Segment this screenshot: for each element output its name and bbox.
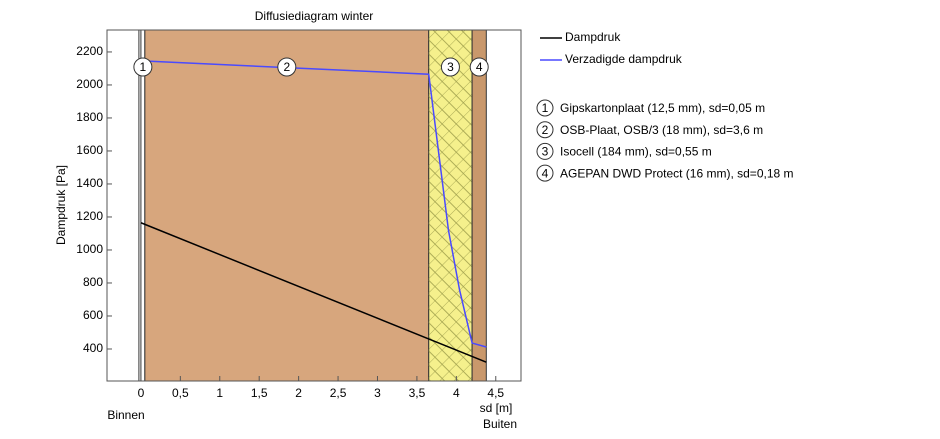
legend-badge bbox=[536, 142, 554, 160]
y-tick-label: 800 bbox=[83, 275, 103, 289]
y-tick-label: 1800 bbox=[76, 110, 103, 124]
series-line bbox=[140, 222, 487, 363]
layer-badge-label: 4 bbox=[476, 60, 483, 74]
layer-badge-label: 2 bbox=[283, 60, 290, 74]
y-tick-label: 1400 bbox=[76, 176, 103, 190]
layer-badge bbox=[440, 57, 460, 77]
plot-frame bbox=[106, 29, 522, 382]
plot-layers bbox=[138, 30, 487, 381]
x-tick-label: 2,5 bbox=[330, 386, 347, 400]
y-tick-label: 1200 bbox=[76, 209, 103, 223]
x-axis-label: sd [m] bbox=[480, 401, 513, 415]
x-tick-label: 4,5 bbox=[487, 386, 504, 400]
legend-badge bbox=[536, 164, 554, 182]
legend-badge-label: 2 bbox=[542, 123, 549, 137]
legend-label: Dampdruk bbox=[565, 30, 621, 44]
chart-title: Diffusiediagram winter bbox=[255, 9, 374, 23]
y-tick-label: 2200 bbox=[76, 44, 103, 58]
x-tick-label: 1,5 bbox=[251, 386, 268, 400]
outside-label: Buiten bbox=[483, 417, 517, 431]
layer-badge bbox=[277, 57, 297, 77]
y-tick-label: 1000 bbox=[76, 242, 103, 256]
layer-badge bbox=[469, 57, 489, 77]
legend-label: Verzadigde dampdruk bbox=[565, 52, 683, 66]
legend-layer-name: Isocell (184 mm), sd=0,55 m bbox=[560, 145, 712, 159]
layer bbox=[140, 30, 146, 381]
legend-layer-name: Gipskartonplaat (12,5 mm), sd=0,05 m bbox=[560, 101, 765, 115]
y-tick-label: 400 bbox=[83, 341, 103, 355]
y-tick-label: 600 bbox=[83, 308, 103, 322]
x-tick-label: 4 bbox=[453, 386, 460, 400]
y-tick-label: 2000 bbox=[76, 77, 103, 91]
y-axis-label: Dampdruk [Pa] bbox=[54, 165, 68, 245]
legend-badge-label: 3 bbox=[542, 145, 549, 159]
layer-hatch bbox=[428, 30, 473, 381]
legend-badge-label: 4 bbox=[542, 166, 549, 180]
x-tick-label: 3 bbox=[374, 386, 381, 400]
layer bbox=[144, 30, 430, 381]
legend-badge-label: 1 bbox=[542, 101, 549, 115]
legend-layer-name: AGEPAN DWD Protect (16 mm), sd=0,18 m bbox=[560, 166, 794, 180]
layer-badge bbox=[133, 57, 153, 77]
x-tick-label: 0 bbox=[138, 386, 145, 400]
legend-badge bbox=[536, 121, 554, 139]
layer bbox=[471, 30, 487, 381]
x-tick-label: 2 bbox=[295, 386, 302, 400]
legend-layer-name: OSB-Plaat, OSB/3 (18 mm), sd=3,6 m bbox=[560, 123, 763, 137]
legend-badge bbox=[536, 99, 554, 117]
layer-badge-label: 1 bbox=[140, 60, 147, 74]
layer-badge-label: 3 bbox=[447, 60, 454, 74]
x-tick-label: 0,5 bbox=[172, 386, 189, 400]
y-tick-label: 1600 bbox=[76, 143, 103, 157]
x-tick-label: 3,5 bbox=[409, 386, 426, 400]
inside-label: Binnen bbox=[107, 408, 144, 422]
x-tick-label: 1 bbox=[216, 386, 223, 400]
